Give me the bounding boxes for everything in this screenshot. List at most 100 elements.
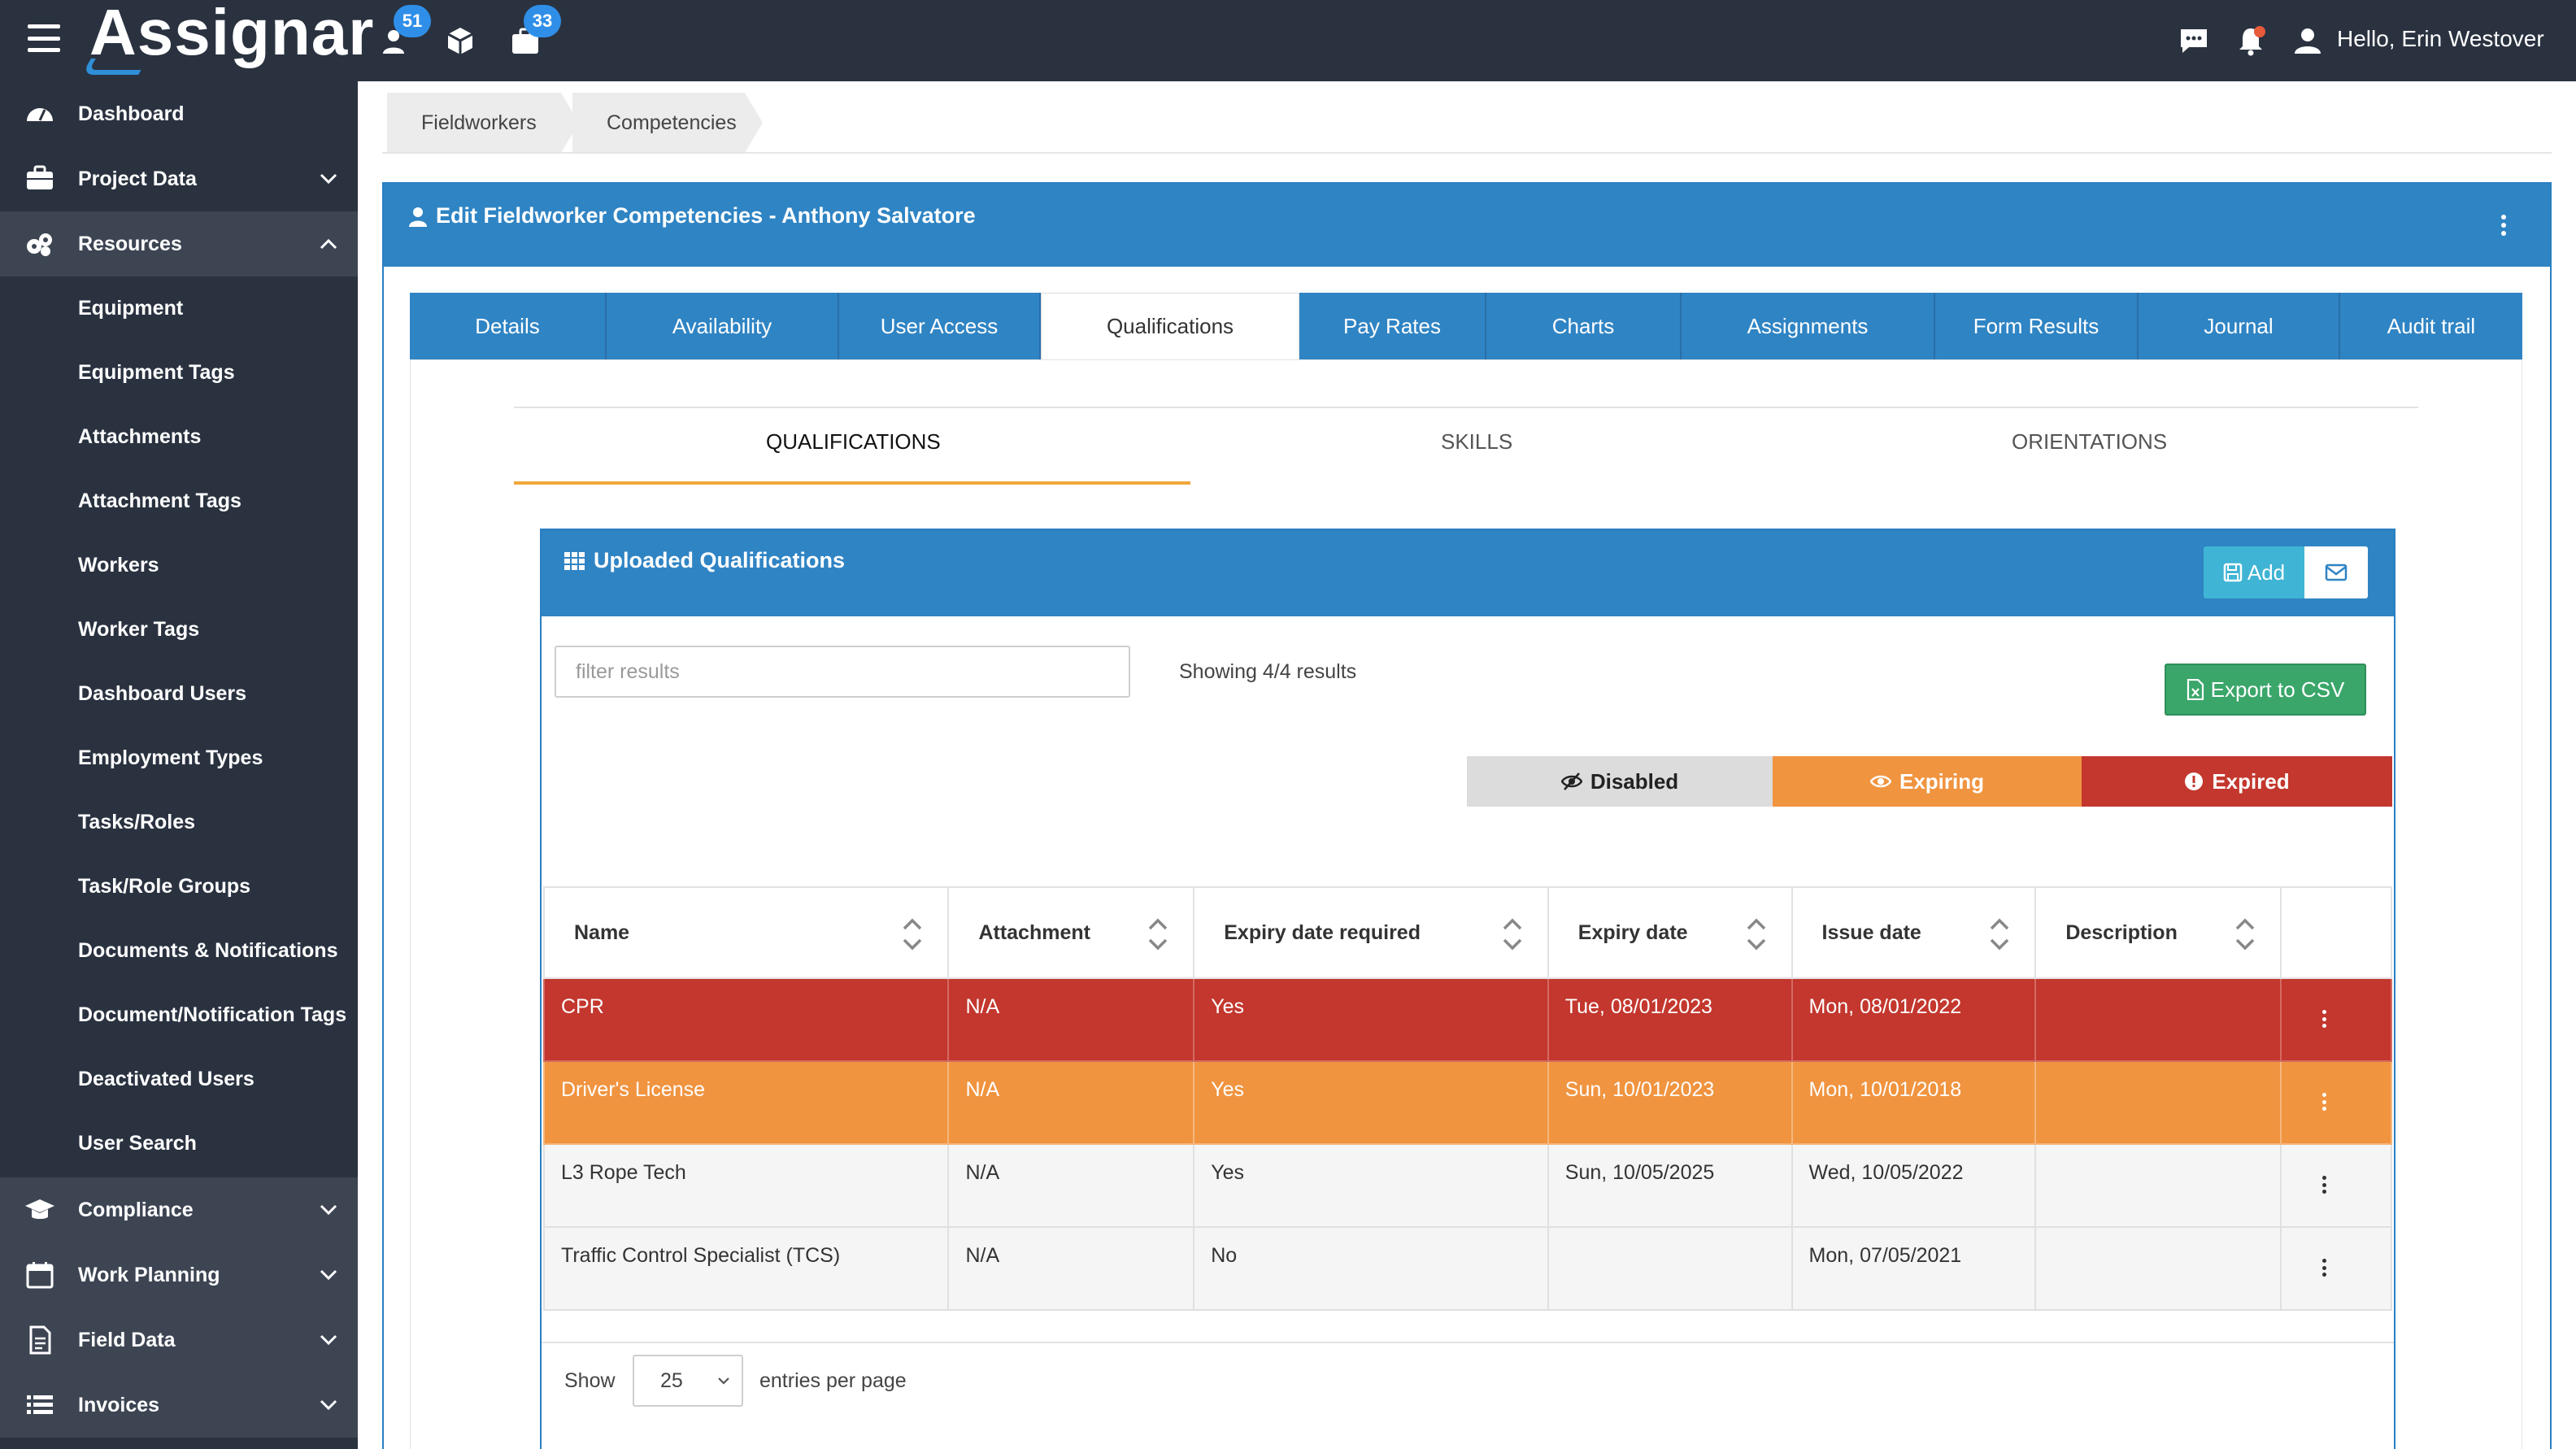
tab-assignments[interactable]: Assignments [1682,293,1935,359]
cell-description [2034,1226,2282,1311]
column-header-name[interactable]: Name [542,886,950,979]
sidebar: Dashboard Project Data Resources Equipme… [0,81,358,1449]
sidebar-item-document-notification-tags[interactable]: Document/Notification Tags [0,983,358,1047]
sidebar-item-field-data[interactable]: Field Data [0,1308,358,1373]
sidebar-item-attachments[interactable]: Attachments [0,405,358,469]
table-row[interactable]: CPR N/A Yes Tue, 08/01/2023 Mon, 08/01/2… [542,977,2392,1062]
tab-user-access[interactable]: User Access [839,293,1041,359]
column-header-label: Description [2065,920,2178,944]
sidebar-item-invoices[interactable]: Invoices [0,1373,358,1438]
row-menu-icon[interactable] [2322,1093,2329,1111]
sidebar-item-user-search[interactable]: User Search [0,1112,358,1176]
cell-description [2034,1143,2282,1228]
filter-results-input[interactable] [555,646,1130,698]
tab-pay-rates[interactable]: Pay Rates [1299,293,1486,359]
sidebar-item-label: Project Data [78,167,197,190]
user-icon [409,207,427,227]
eye-slash-icon [1560,772,1582,790]
subtab-qualifications[interactable]: QUALIFICATIONS [766,429,941,454]
email-button[interactable] [2304,546,2368,598]
legend-expiring-label: Expiring [1899,768,1984,794]
app-logo[interactable]: Assignar [89,0,375,68]
sidebar-item-work-planning[interactable]: Work Planning [0,1242,358,1308]
sidebar-item-label: Worker Tags [78,618,200,641]
chevron-down-icon [320,173,337,185]
breadcrumb-competencies[interactable]: Competencies [572,93,763,153]
sidebar-item-resources[interactable]: Resources [0,211,358,276]
sidebar-item-dashboard-users[interactable]: Dashboard Users [0,662,358,726]
row-menu-icon[interactable] [2322,1010,2329,1028]
jobs-shortcut[interactable]: 33 [509,5,561,57]
user-plus-icon [383,30,404,54]
sidebar-item-equipment[interactable]: Equipment [0,276,358,341]
row-menu-icon[interactable] [2322,1259,2329,1277]
table-row[interactable]: Traffic Control Specialist (TCS) N/A No … [542,1226,2392,1311]
sidebar-item-task-role-groups[interactable]: Task/Role Groups [0,855,358,919]
table-row[interactable]: L3 Rope Tech N/A Yes Sun, 10/05/2025 Wed… [542,1143,2392,1228]
sidebar-item-label: Resources [78,232,182,255]
hamburger-menu-icon[interactable] [28,24,60,52]
cell-issue-date: Mon, 08/01/2022 [1791,977,2037,1062]
sidebar-item-label: Equipment [78,297,184,320]
table-row[interactable]: Driver's License N/A Yes Sun, 10/01/2023… [542,1060,2392,1145]
add-qualification-button[interactable]: Add [2204,546,2304,598]
file-excel-icon [2187,679,2204,700]
sidebar-item-dashboard[interactable]: Dashboard [0,81,358,146]
column-header-issue-date[interactable]: Issue date [1791,886,2037,979]
tab-qualifications[interactable]: Qualifications [1041,293,1299,359]
sort-icon [1991,918,2009,951]
messages-button[interactable] [2178,24,2210,57]
user-greeting[interactable]: Hello, Erin Westover [2337,26,2544,51]
sidebar-item-documents-notifications[interactable]: Documents & Notifications [0,919,358,983]
sidebar-item-compliance[interactable]: Compliance [0,1177,358,1242]
column-header-expiry-date[interactable]: Expiry date [1547,886,1793,979]
export-csv-button[interactable]: Export to CSV [2165,664,2366,716]
tab-audit-trail[interactable]: Audit trail [2340,293,2522,359]
users-shortcut[interactable]: 51 [379,5,431,57]
sidebar-item-label: Field Data [78,1328,176,1351]
subtab-skills[interactable]: SKILLS [1441,429,1513,454]
cell-attachment: N/A [947,1226,1195,1311]
sidebar-item-deactivated-users[interactable]: Deactivated Users [0,1047,358,1112]
sidebar-item-attachment-tags[interactable]: Attachment Tags [0,469,358,533]
column-header-expiry-required[interactable]: Expiry date required [1193,886,1549,979]
cell-description [2034,1060,2282,1145]
user-icon [2295,28,2321,54]
legend-expired: Expired [2082,756,2392,807]
entries-per-page-label: entries per page [759,1369,907,1392]
panel-header: Edit Fieldworker Competencies - Anthony … [384,184,2550,267]
tab-details[interactable]: Details [410,293,607,359]
sidebar-item-tasks-roles[interactable]: Tasks/Roles [0,790,358,855]
entries-per-page-select[interactable]: 25 [633,1355,743,1407]
cell-expiry-date: Sun, 10/05/2025 [1547,1143,1793,1228]
legend-disabled: Disabled [1467,756,1773,807]
profile-button[interactable] [2291,24,2324,57]
cube-shortcut[interactable] [444,24,476,57]
sidebar-item-label: Workers [78,554,159,577]
sidebar-item-project-data[interactable]: Project Data [0,146,358,211]
subtab-orientations[interactable]: ORIENTATIONS [2012,429,2168,454]
column-header-actions [2280,886,2392,979]
sidebar-item-equipment-tags[interactable]: Equipment Tags [0,341,358,405]
breadcrumb-fieldworkers[interactable]: Fieldworkers [387,93,579,153]
sidebar-item-worker-tags[interactable]: Worker Tags [0,598,358,662]
sort-icon [1148,918,1168,951]
sidebar-item-workers[interactable]: Workers [0,533,358,598]
column-header-attachment[interactable]: Attachment [947,886,1195,979]
results-count: Showing 4/4 results [1179,660,1357,683]
notifications-button[interactable] [2234,24,2267,57]
tab-availability[interactable]: Availability [607,293,839,359]
column-header-description[interactable]: Description [2034,886,2282,979]
tab-journal[interactable]: Journal [2139,293,2340,359]
panel-menu-icon[interactable] [2501,215,2508,236]
cell-expiry-date [1547,1226,1793,1311]
chevron-down-icon [320,1204,337,1216]
cell-actions [2280,1060,2392,1145]
tab-form-results[interactable]: Form Results [1935,293,2139,359]
cell-issue-date: Mon, 10/01/2018 [1791,1060,2037,1145]
row-menu-icon[interactable] [2322,1176,2329,1194]
legend-disabled-label: Disabled [1590,768,1679,794]
sidebar-item-label: User Search [78,1132,197,1155]
sidebar-item-employment-types[interactable]: Employment Types [0,726,358,790]
tab-charts[interactable]: Charts [1486,293,1682,359]
